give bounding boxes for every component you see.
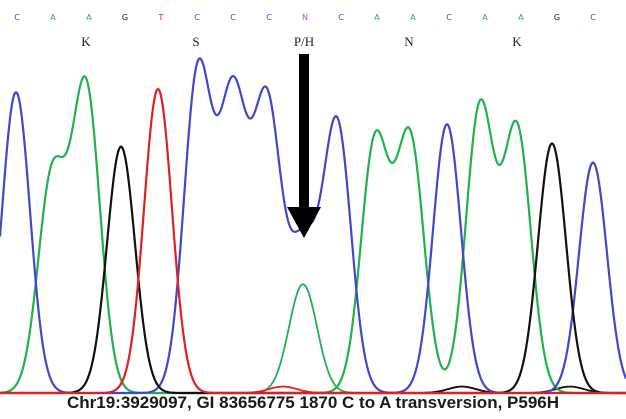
base-call-label: T xyxy=(158,13,164,22)
base-call-label: G xyxy=(554,13,560,22)
trace-t xyxy=(0,87,626,395)
base-call-label: C xyxy=(590,13,596,22)
trace-series xyxy=(0,57,626,395)
amino-acid-label: N xyxy=(404,34,414,49)
base-call-label: C xyxy=(446,13,452,22)
trace-g xyxy=(0,142,626,395)
base-call-label: C xyxy=(230,13,236,22)
base-call-label: C xyxy=(338,13,344,22)
amino-acid-labels: K S P/H N K xyxy=(81,34,522,49)
trace-c xyxy=(0,57,626,395)
trace-a xyxy=(0,75,626,395)
base-call-label: C xyxy=(194,13,200,22)
base-call-label: A xyxy=(50,13,56,22)
amino-acid-label: P/H xyxy=(294,34,314,49)
base-call-label: C xyxy=(266,13,272,22)
base-call-label: G xyxy=(122,13,128,22)
amino-acid-label: S xyxy=(192,34,199,49)
amino-acid-label: K xyxy=(512,34,522,49)
base-call-label: A xyxy=(410,13,416,22)
base-call-label: N xyxy=(302,13,308,22)
base-call-label: C xyxy=(14,13,20,22)
mutation-arrow-icon xyxy=(287,54,321,238)
figure-caption: Chr19:3929097, GI 83656775 1870 C to A t… xyxy=(66,393,560,412)
base-call-label: A xyxy=(482,13,488,22)
base-call-label: A xyxy=(374,13,380,22)
amino-acid-label: K xyxy=(81,34,91,49)
base-call-label: A xyxy=(518,13,524,22)
base-call-label: A xyxy=(86,13,92,22)
